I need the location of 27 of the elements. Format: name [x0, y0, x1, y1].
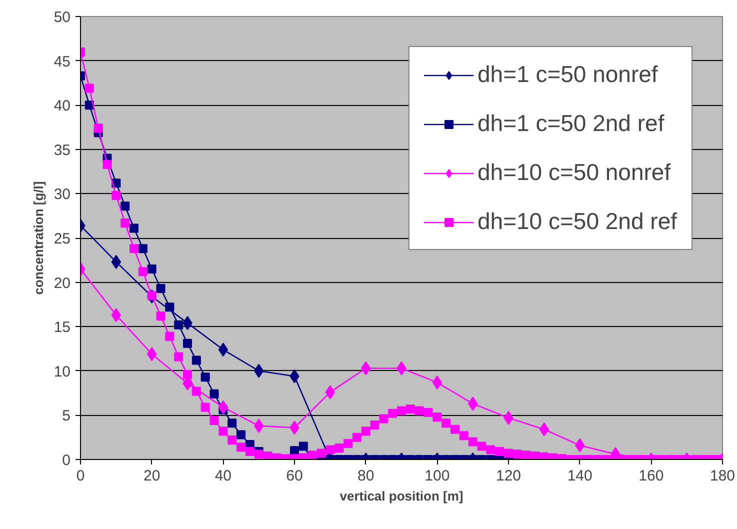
- legend-label: dh=10 c=50 nonref: [478, 159, 671, 186]
- y-tick-label: 40: [54, 98, 71, 115]
- y-tick-label: 5: [62, 408, 70, 425]
- legend-label: dh=10 c=50 2nd ref: [478, 208, 677, 235]
- legend-label: dh=1 c=50 nonref: [478, 61, 658, 88]
- y-tick-label: 30: [54, 186, 71, 204]
- x-tick-label: 160: [638, 468, 664, 484]
- x-tick-label: 0: [76, 468, 85, 484]
- y-tick-label: 50: [54, 9, 71, 26]
- x-tick-label: 120: [496, 468, 522, 484]
- y-tick-label: 0: [62, 452, 70, 469]
- x-tick-label: 40: [214, 468, 232, 484]
- x-tick-label: 100: [424, 468, 450, 484]
- y-tick-label: 45: [54, 53, 71, 70]
- x-axis-title: vertical position [m]: [340, 488, 464, 504]
- x-tick-label: 180: [710, 468, 736, 484]
- y-tick-label: 20: [54, 274, 71, 292]
- y-tick-label: 25: [54, 230, 71, 248]
- x-tick-label: 140: [567, 468, 592, 484]
- x-tick-label: 20: [143, 468, 160, 484]
- y-tick-label: 10: [54, 363, 71, 380]
- legend-label: dh=1 c=50 2nd ref: [478, 110, 664, 137]
- x-tick-label: 60: [286, 468, 303, 484]
- x-tick-label: 80: [357, 468, 374, 484]
- y-tick-label: 15: [54, 319, 71, 336]
- y-tick-label: 35: [54, 142, 71, 159]
- y-axis-title: concentration [g/l]: [30, 181, 46, 295]
